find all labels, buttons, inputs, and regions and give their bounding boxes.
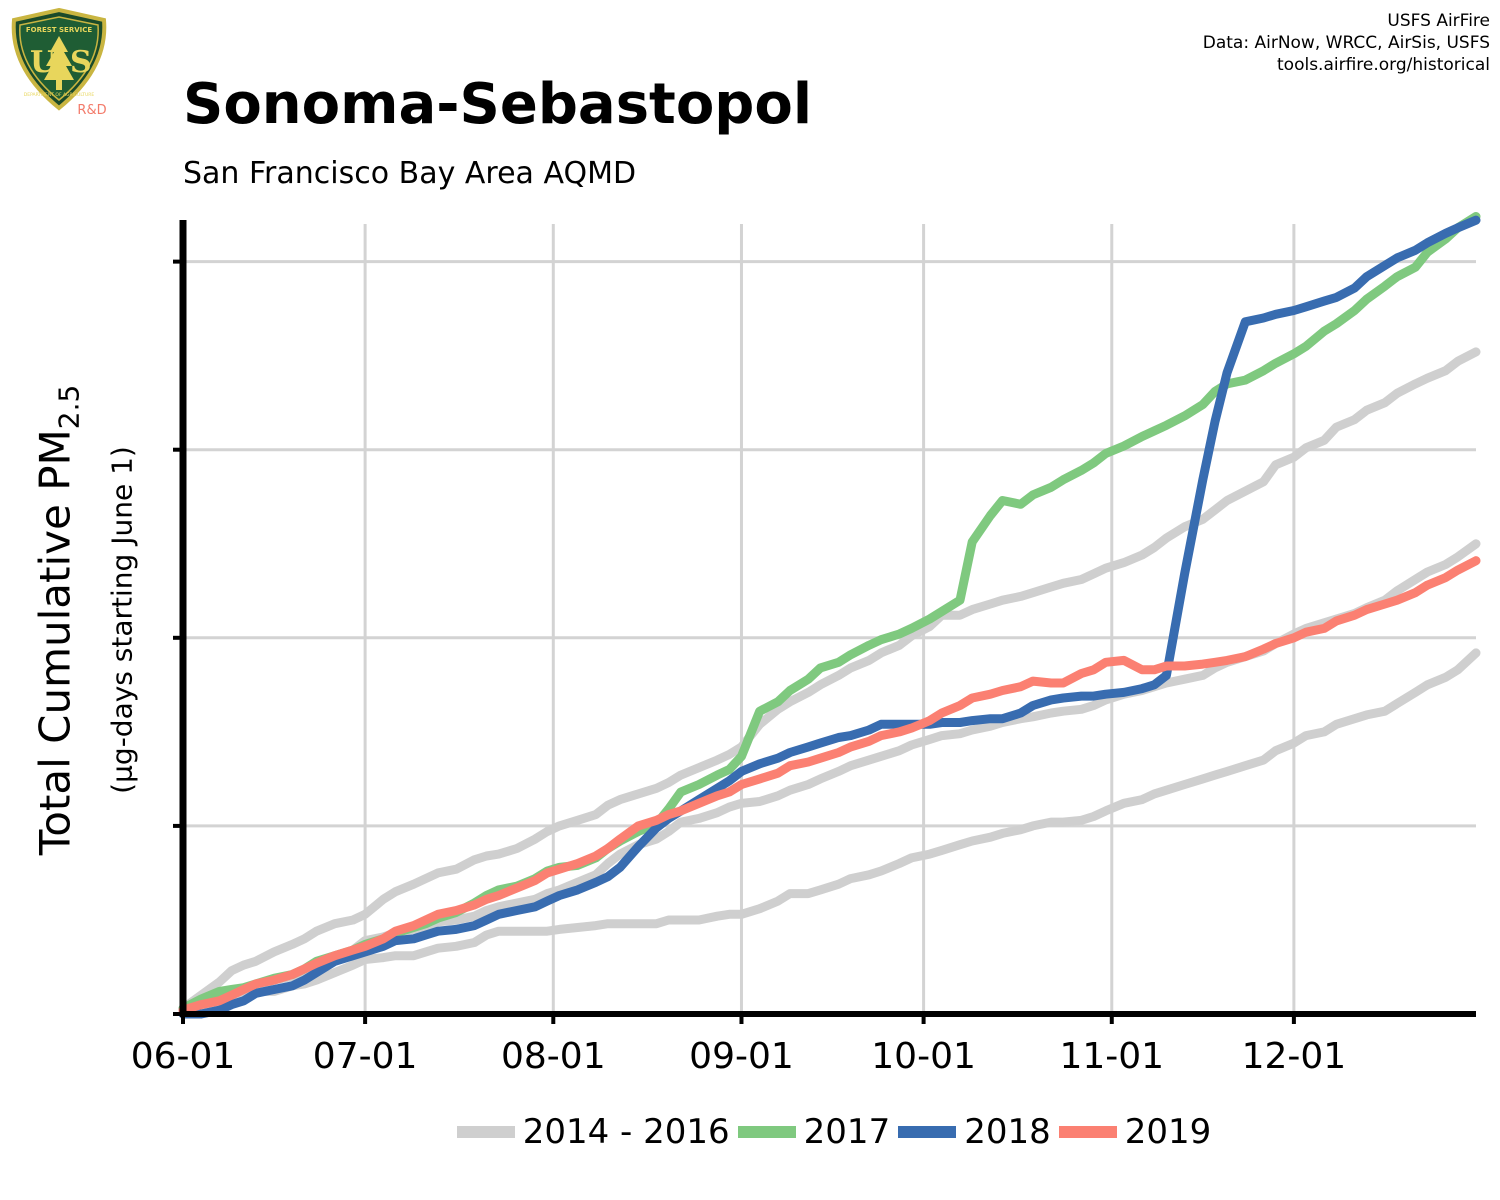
- x-tick-label-11-01: 11-01: [1059, 1036, 1164, 1077]
- chart-title: Sonoma-Sebastopol: [183, 72, 813, 137]
- x-tick-label-09-01: 09-01: [689, 1036, 794, 1077]
- x-tick-label-12-01: 12-01: [1242, 1036, 1347, 1077]
- x-tick-label-10-01: 10-01: [871, 1036, 976, 1077]
- legend-item-2014-2016: 2014 - 2016: [456, 1112, 730, 1152]
- legend-swatch: [737, 1126, 796, 1138]
- logo-top-text: FOREST SERVICE: [26, 26, 93, 34]
- grid-lines: [183, 224, 1476, 1014]
- logo-letters-left: U: [30, 45, 56, 80]
- x-tick-label-07-01: 07-01: [313, 1036, 418, 1077]
- credit-line-url: tools.airfire.org/historical: [1277, 55, 1490, 75]
- credit-line-data: Data: AirNow, WRCC, AirSis, USFS: [1202, 33, 1490, 53]
- logo-bottom-text: DEPARTMENT OF AGRICULTURE: [24, 92, 95, 98]
- series-line-2014-2016-2: [178, 648, 1481, 1019]
- series-line-2018-4: [178, 215, 1481, 1019]
- logo-letters-right: S: [70, 45, 92, 80]
- legend-item-2019: 2019: [1058, 1112, 1212, 1152]
- chart-legend: 2014 - 2016 2017 2018 2019: [0, 1112, 1500, 1152]
- series-line-2014-2016-0: [178, 347, 1481, 1013]
- x-tick-label-06-01: 06-01: [131, 1036, 236, 1077]
- legend-swatch: [898, 1126, 957, 1138]
- legend-swatch: [1058, 1126, 1117, 1138]
- series-line-2019-5: [178, 556, 1481, 1015]
- credit-line-source: USFS AirFire: [1387, 11, 1490, 31]
- legend-label: 2018: [964, 1112, 1051, 1152]
- legend-label: 2014 - 2016: [522, 1112, 730, 1152]
- x-tick-label-08-01: 08-01: [501, 1036, 606, 1077]
- chart-subtitle: San Francisco Bay Area AQMD: [183, 156, 637, 191]
- axes: [173, 220, 1476, 1024]
- legend-label: 2019: [1124, 1112, 1212, 1152]
- legend-item-2017: 2017: [737, 1112, 891, 1152]
- legend-label: 2017: [803, 1112, 891, 1152]
- legend-swatch: [456, 1126, 515, 1138]
- credits-block: USFS AirFire Data: AirNow, WRCC, AirSis,…: [1203, 10, 1490, 76]
- forest-service-shield-logo: U S FOREST SERVICE DEPARTMENT OF AGRICUL…: [11, 8, 107, 116]
- x-tick-labels: 06-01 07-01 08-01 09-01 10-01 11-01 12-01: [131, 1036, 1346, 1077]
- legend-item-2018: 2018: [898, 1112, 1051, 1152]
- logo-rd-tag: R&D: [77, 103, 106, 116]
- series-lines: [178, 212, 1481, 1019]
